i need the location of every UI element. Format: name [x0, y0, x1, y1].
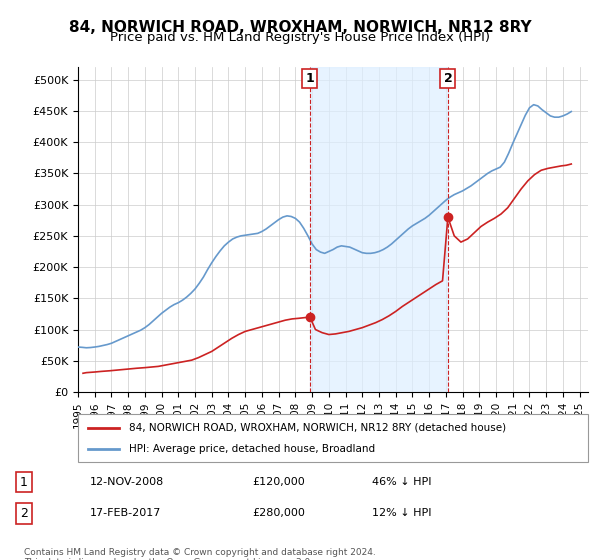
Text: 46% ↓ HPI: 46% ↓ HPI: [372, 477, 431, 487]
Text: 12-NOV-2008: 12-NOV-2008: [90, 477, 164, 487]
Text: 84, NORWICH ROAD, WROXHAM, NORWICH, NR12 8RY: 84, NORWICH ROAD, WROXHAM, NORWICH, NR12…: [68, 20, 532, 35]
Text: Contains HM Land Registry data © Crown copyright and database right 2024.
This d: Contains HM Land Registry data © Crown c…: [24, 548, 376, 560]
FancyBboxPatch shape: [78, 414, 588, 462]
Bar: [310, 67, 448, 392]
Text: 17-FEB-2017: 17-FEB-2017: [90, 508, 161, 519]
Text: £120,000: £120,000: [252, 477, 305, 487]
Text: £280,000: £280,000: [252, 508, 305, 519]
Text: 1: 1: [305, 72, 314, 85]
Text: 84, NORWICH ROAD, WROXHAM, NORWICH, NR12 8RY (detached house): 84, NORWICH ROAD, WROXHAM, NORWICH, NR12…: [129, 423, 506, 433]
Text: HPI: Average price, detached house, Broadland: HPI: Average price, detached house, Broa…: [129, 444, 375, 454]
Text: 2: 2: [443, 72, 452, 85]
Text: 1: 1: [20, 475, 28, 488]
Text: 12% ↓ HPI: 12% ↓ HPI: [372, 508, 431, 519]
Text: 2: 2: [20, 507, 28, 520]
Text: Price paid vs. HM Land Registry's House Price Index (HPI): Price paid vs. HM Land Registry's House …: [110, 31, 490, 44]
